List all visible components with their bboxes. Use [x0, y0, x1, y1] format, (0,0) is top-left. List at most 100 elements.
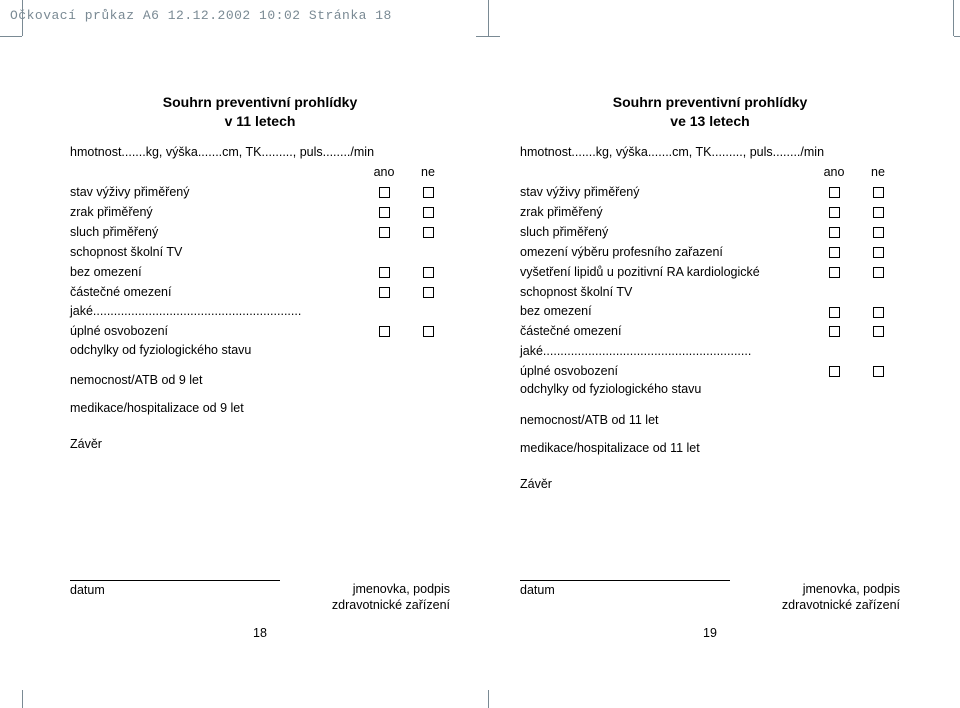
sig-name-l1: jmenovka, podpis	[782, 582, 900, 596]
row-label: vyšetření lipidů u pozitivní RA kardiolo…	[520, 262, 812, 282]
checkbox[interactable]	[379, 227, 390, 238]
table-row: částečné omezení	[70, 282, 450, 302]
table-row: jaké....................................…	[520, 342, 900, 362]
checkbox[interactable]	[423, 267, 434, 278]
row-label: bez omezení	[70, 262, 362, 282]
row-label: sluch přiměřený	[520, 222, 812, 242]
text-line: odchylky od fyziologického stavu	[70, 342, 450, 360]
checkbox[interactable]	[829, 307, 840, 318]
checkbox[interactable]	[873, 207, 884, 218]
page-right: Souhrn preventivní prohlídky ve 13 letec…	[490, 78, 930, 668]
conclusion-label: Závěr	[520, 477, 900, 491]
title-line2: v 11 letech	[225, 113, 296, 129]
table-row: stav výživy přiměřený	[70, 183, 450, 203]
row-label: jaké....................................…	[520, 342, 812, 362]
checkbox[interactable]	[379, 207, 390, 218]
checkbox[interactable]	[829, 267, 840, 278]
checkbox[interactable]	[423, 326, 434, 337]
row-label: stav výživy přiměřený	[520, 183, 812, 203]
signature-date: datum	[70, 580, 280, 612]
sig-name-l2: zdravotnické zařízení	[782, 598, 900, 612]
page-number: 18	[70, 626, 450, 640]
page-title: Souhrn preventivní prohlídky ve 13 letec…	[520, 93, 900, 131]
table-row: úplné osvobození	[70, 322, 450, 342]
conclusion-label: Závěr	[70, 437, 450, 451]
crop-mark	[22, 690, 23, 708]
sig-date-label: datum	[70, 583, 280, 597]
page-title: Souhrn preventivní prohlídky v 11 letech	[70, 93, 450, 131]
checkbox[interactable]	[423, 287, 434, 298]
row-label: schopnost školní TV	[70, 242, 362, 262]
checkbox[interactable]	[829, 247, 840, 258]
row-label: zrak přiměřený	[70, 203, 362, 223]
checkbox[interactable]	[829, 366, 840, 377]
crop-mark	[488, 36, 500, 37]
footer: datum jmenovka, podpis zdravotnické zaří…	[70, 580, 450, 640]
col-no: ne	[856, 163, 900, 183]
crop-mark	[488, 690, 489, 708]
title-line1: Souhrn preventivní prohlídky	[163, 94, 357, 110]
text-line: medikace/hospitalizace od 11 let	[520, 441, 900, 455]
checkbox[interactable]	[829, 227, 840, 238]
checkbox[interactable]	[873, 187, 884, 198]
title-line2: ve 13 letech	[670, 113, 749, 129]
checkbox[interactable]	[873, 247, 884, 258]
col-no: ne	[406, 163, 450, 183]
checkbox[interactable]	[423, 227, 434, 238]
checkbox[interactable]	[379, 267, 390, 278]
table-row: jaké....................................…	[70, 302, 450, 322]
checklist-table: ano ne stav výživy přiměřený zrak přiměř…	[520, 163, 900, 382]
crop-mark	[0, 36, 22, 37]
table-row: bez omezení	[70, 262, 450, 282]
signature-name: jmenovka, podpis zdravotnické zařízení	[782, 580, 900, 612]
table-header-row: ano ne	[70, 163, 450, 183]
text-line: nemocnost/ATB od 11 let	[520, 413, 900, 427]
table-row: sluch přiměřený	[520, 222, 900, 242]
checkbox[interactable]	[829, 187, 840, 198]
checkbox[interactable]	[379, 326, 390, 337]
row-label: bez omezení	[520, 302, 812, 322]
text-line: nemocnost/ATB od 9 let	[70, 373, 450, 387]
checkbox[interactable]	[873, 307, 884, 318]
page-number: 19	[520, 626, 900, 640]
table-row: schopnost školní TV	[70, 242, 450, 262]
checkbox[interactable]	[873, 366, 884, 377]
measurements-line: hmotnost.......kg, výška.......cm, TK...…	[520, 145, 900, 159]
checkbox[interactable]	[423, 187, 434, 198]
row-label: částečné omezení	[520, 322, 812, 342]
row-label: zrak přiměřený	[520, 203, 812, 223]
row-label: sluch přiměřený	[70, 222, 362, 242]
crop-mark	[488, 0, 489, 36]
sig-name-l1: jmenovka, podpis	[332, 582, 450, 596]
table-row: sluch přiměřený	[70, 222, 450, 242]
crop-mark	[954, 36, 960, 37]
checkbox[interactable]	[873, 227, 884, 238]
row-label: stav výživy přiměřený	[70, 183, 362, 203]
table-row: schopnost školní TV	[520, 282, 900, 302]
table-row: vyšetření lipidů u pozitivní RA kardiolo…	[520, 262, 900, 282]
measurements-line: hmotnost.......kg, výška.......cm, TK...…	[70, 145, 450, 159]
row-label: úplné osvobození	[70, 322, 362, 342]
table-row: zrak přiměřený	[520, 203, 900, 223]
page-left: Souhrn preventivní prohlídky v 11 letech…	[40, 78, 480, 668]
checkbox[interactable]	[829, 326, 840, 337]
checkbox[interactable]	[873, 326, 884, 337]
crop-mark	[953, 0, 954, 36]
crop-mark	[22, 0, 23, 36]
col-yes: ano	[812, 163, 856, 183]
row-label: jaké....................................…	[70, 302, 362, 322]
table-header-row: ano ne	[520, 163, 900, 183]
checkbox[interactable]	[379, 287, 390, 298]
text-line: odchylky od fyziologického stavu	[520, 381, 900, 399]
checkbox[interactable]	[829, 207, 840, 218]
table-row: částečné omezení	[520, 322, 900, 342]
signature-date: datum	[520, 580, 730, 612]
checkbox[interactable]	[423, 207, 434, 218]
table-row: zrak přiměřený	[70, 203, 450, 223]
crop-mark	[476, 36, 488, 37]
checkbox[interactable]	[379, 187, 390, 198]
table-row: omezení výběru profesního zařazení	[520, 242, 900, 262]
checkbox[interactable]	[873, 267, 884, 278]
signature-name: jmenovka, podpis zdravotnické zařízení	[332, 580, 450, 612]
table-row: stav výživy přiměřený	[520, 183, 900, 203]
